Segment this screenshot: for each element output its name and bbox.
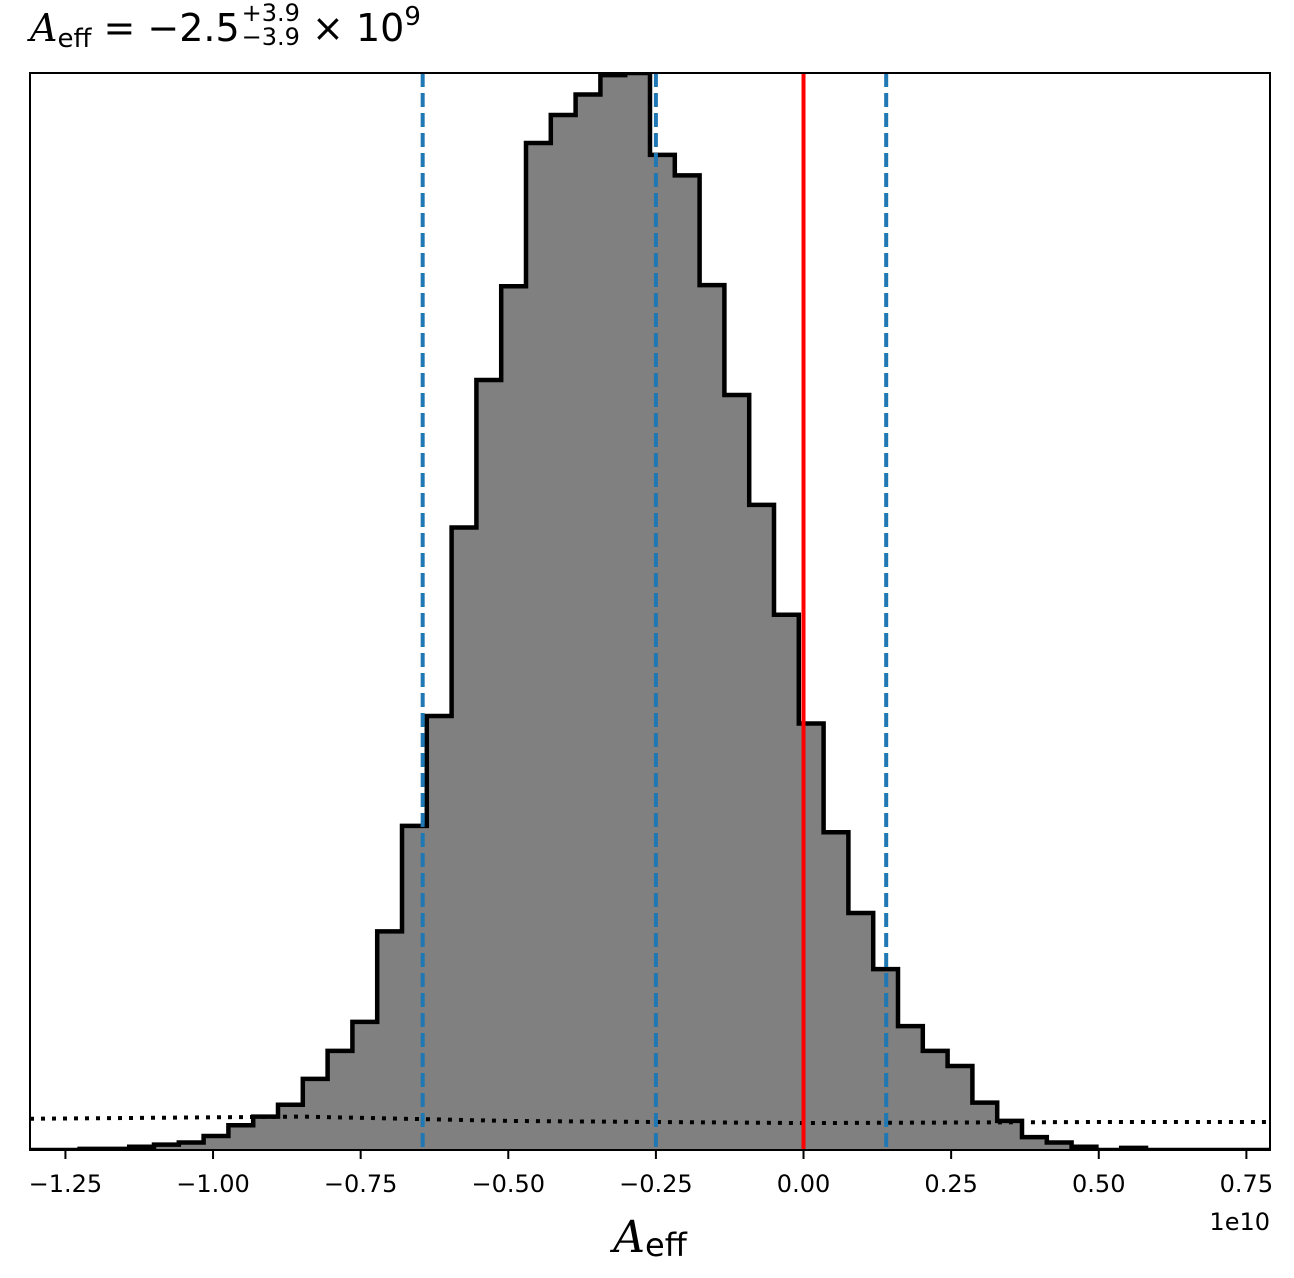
histogram-bar bbox=[426, 715, 453, 1150]
histogram-bar bbox=[253, 1116, 279, 1150]
histogram-bar bbox=[1022, 1137, 1048, 1150]
title-err-minus: −3.9 bbox=[241, 22, 300, 51]
x-axis-offset-text: 1e10 bbox=[1209, 1208, 1270, 1236]
title-err-plus: +3.9 bbox=[241, 0, 300, 27]
histogram-bar bbox=[947, 1065, 973, 1150]
histogram-bar bbox=[774, 614, 800, 1150]
x-axis-label-subscript: eff bbox=[645, 1226, 688, 1264]
histogram-bar bbox=[352, 1021, 378, 1150]
title-exponent: 9 bbox=[404, 2, 421, 32]
histogram-bar bbox=[203, 1135, 229, 1150]
histogram-bar bbox=[749, 504, 775, 1150]
histogram-bar bbox=[550, 115, 577, 1150]
x-tick-label: 0.75 bbox=[1220, 1170, 1273, 1198]
x-tick-label: 0.50 bbox=[1072, 1170, 1125, 1198]
title-symbol: A bbox=[30, 6, 58, 50]
histogram-bar bbox=[476, 379, 502, 1150]
x-tick-label: −1.00 bbox=[176, 1170, 250, 1198]
plot-area bbox=[29, 72, 1271, 1151]
histogram-bar bbox=[178, 1142, 205, 1150]
x-axis: −1.25 −1.00 −0.75 −0.50 −0.25 0.00 0.25 0.50 0.7… bbox=[29, 1150, 1273, 1198]
histogram-bar bbox=[898, 1026, 924, 1150]
x-tick-label: 0.25 bbox=[924, 1170, 977, 1198]
histogram-bar bbox=[972, 1102, 998, 1150]
histogram-bar bbox=[848, 913, 874, 1150]
histogram-bar bbox=[575, 94, 601, 1150]
histogram-bar bbox=[377, 931, 403, 1150]
histogram-bar bbox=[699, 285, 725, 1150]
histogram-bar bbox=[302, 1078, 329, 1150]
histogram-bar bbox=[154, 1144, 180, 1150]
title-median: = −2.5 bbox=[103, 6, 240, 50]
histogram-bar bbox=[674, 175, 701, 1150]
histogram-bar bbox=[228, 1125, 254, 1150]
histogram-bar bbox=[724, 395, 750, 1150]
x-tick-label: −0.75 bbox=[324, 1170, 398, 1198]
histogram-bar bbox=[278, 1104, 304, 1150]
histogram-bar bbox=[526, 143, 552, 1150]
chart-title: Aeff = −2.5 +3.9 −3.9 × 109 bbox=[30, 1, 421, 55]
x-axis-label: Aeff bbox=[609, 1212, 687, 1264]
title-times: × 10 bbox=[312, 6, 405, 50]
x-tick-label: 0.00 bbox=[777, 1170, 830, 1198]
histogram-bar bbox=[600, 75, 626, 1150]
x-axis-label-symbol: A bbox=[609, 1212, 645, 1263]
title-errors: +3.9 −3.9 bbox=[242, 1, 300, 49]
histogram-bar bbox=[650, 154, 676, 1150]
x-tick-label: −0.25 bbox=[619, 1170, 693, 1198]
histogram-bar bbox=[823, 832, 849, 1150]
histogram-bar bbox=[451, 527, 477, 1150]
histogram-bar bbox=[625, 73, 651, 1150]
histogram-bar bbox=[997, 1120, 1023, 1150]
plot-frame bbox=[29, 72, 1271, 1151]
plot-marks bbox=[30, 73, 1270, 1150]
title-symbol-subscript: eff bbox=[57, 24, 92, 54]
histogram-bar bbox=[501, 286, 527, 1150]
histogram-bar bbox=[922, 1050, 949, 1150]
histogram-outline bbox=[30, 73, 1270, 1150]
histogram-bar bbox=[327, 1050, 353, 1150]
histogram-bar bbox=[1046, 1142, 1073, 1150]
x-tick-label: −0.50 bbox=[472, 1170, 546, 1198]
x-tick-label: −1.25 bbox=[29, 1170, 103, 1198]
